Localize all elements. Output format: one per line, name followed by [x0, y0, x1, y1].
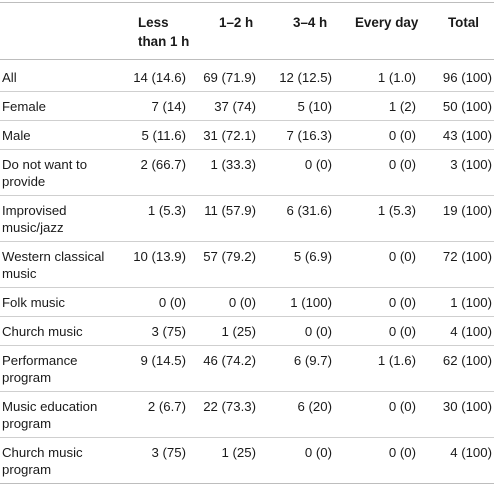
table-cell: 0 (0) — [342, 316, 422, 346]
table-cell: 1 (100) — [422, 287, 494, 317]
header-cell-3-4h: 3–4 h — [272, 2, 342, 60]
table-cell: 1 (5.3) — [128, 195, 192, 242]
table-cell: 46 (74.2) — [192, 345, 272, 392]
header-cell-every-day: Every day — [342, 2, 422, 60]
table-cell: 0 (0) — [342, 120, 422, 150]
table-cell: 9 (14.5) — [128, 345, 192, 392]
table-cell: 0 (0) — [272, 149, 342, 196]
table-cell: 7 (16.3) — [272, 120, 342, 150]
table-cell: 5 (11.6) — [128, 120, 192, 150]
table-row: Church music program 3 (75) 1 (25) 0 (0) 0 (… — [0, 437, 494, 484]
table-cell: 5 (10) — [272, 91, 342, 121]
header-cell-total: Total — [422, 2, 494, 60]
table-cell: 0 (0) — [342, 241, 422, 288]
table-cell: 37 (74) — [192, 91, 272, 121]
header-cell-empty — [0, 2, 128, 60]
table-cell: 1 (1.6) — [342, 345, 422, 392]
table-cell: 0 (0) — [272, 437, 342, 484]
table-row: Male 5 (11.6) 31 (72.1) 7 (16.3) 0 (0) 43 (10… — [0, 120, 494, 150]
table-cell: 3 (75) — [128, 437, 192, 484]
table-cell: 6 (20) — [272, 391, 342, 438]
table-header: Less than 1 h 1–2 h 3–4 h Every day Tota… — [0, 2, 494, 60]
row-label: Folk music — [0, 287, 128, 317]
table-cell: 0 (0) — [342, 149, 422, 196]
table-cell: 1 (5.3) — [342, 195, 422, 242]
table-cell: 0 (0) — [128, 287, 192, 317]
table-cell: 30 (100) — [422, 391, 494, 438]
table-cell: 10 (13.9) — [128, 241, 192, 288]
table-cell: 6 (9.7) — [272, 345, 342, 392]
table-cell: 11 (57.9) — [192, 195, 272, 242]
table-cell: 43 (100) — [422, 120, 494, 150]
table-cell: 57 (79.2) — [192, 241, 272, 288]
header-row: Less than 1 h 1–2 h 3–4 h Every day Tota… — [0, 2, 494, 60]
table-cell: 2 (66.7) — [128, 149, 192, 196]
table-cell: 1 (25) — [192, 316, 272, 346]
table-cell: 14 (14.6) — [128, 59, 192, 92]
table-cell: 50 (100) — [422, 91, 494, 121]
table-row: Do not want to provide 2 (66.7) 1 (33.3) 0 … — [0, 149, 494, 196]
table-row: Church music 3 (75) 1 (25) 0 (0) 0 (0) 4 (100… — [0, 316, 494, 346]
row-label: Improvised music/jazz — [0, 195, 128, 242]
row-label: All — [0, 59, 128, 92]
table-row: Western classical music 10 (13.9) 57 (79.2… — [0, 241, 494, 288]
table-cell: 1 (2) — [342, 91, 422, 121]
header-cell-less-than-1h: Less than 1 h — [128, 2, 192, 60]
table-cell: 96 (100) — [422, 59, 494, 92]
table-row: Music education program 2 (6.7) 22 (73.3) 6… — [0, 391, 494, 438]
table-cell: 7 (14) — [128, 91, 192, 121]
table-cell: 12 (12.5) — [272, 59, 342, 92]
table-cell: 22 (73.3) — [192, 391, 272, 438]
table-cell: 3 (75) — [128, 316, 192, 346]
row-label: Western classical music — [0, 241, 128, 288]
table-cell: 1 (1.0) — [342, 59, 422, 92]
table-cell: 62 (100) — [422, 345, 494, 392]
table-cell: 1 (25) — [192, 437, 272, 484]
table-row: Folk music 0 (0) 0 (0) 1 (100) 0 (0) 1 (100) — [0, 287, 494, 317]
table-cell: 0 (0) — [342, 287, 422, 317]
table-cell: 4 (100) — [422, 437, 494, 484]
table-cell: 0 (0) — [342, 391, 422, 438]
table-cell: 3 (100) — [422, 149, 494, 196]
table-row: Improvised music/jazz 1 (5.3) 11 (57.9) 6 (… — [0, 195, 494, 242]
table-cell: 0 (0) — [342, 437, 422, 484]
table-cell: 0 (0) — [192, 287, 272, 317]
table-cell: 5 (6.9) — [272, 241, 342, 288]
header-cell-1-2h: 1–2 h — [192, 2, 272, 60]
row-label: Do not want to provide — [0, 149, 128, 196]
row-label: Female — [0, 91, 128, 121]
table-cell: 1 (100) — [272, 287, 342, 317]
row-label: Church music — [0, 316, 128, 346]
table-cell: 6 (31.6) — [272, 195, 342, 242]
table-cell: 19 (100) — [422, 195, 494, 242]
table-cell: 4 (100) — [422, 316, 494, 346]
row-label: Music education program — [0, 391, 128, 438]
table-cell: 1 (33.3) — [192, 149, 272, 196]
table-cell: 2 (6.7) — [128, 391, 192, 438]
table-row: All 14 (14.6) 69 (71.9) 12 (12.5) 1 (1.0) 96 … — [0, 59, 494, 92]
row-label: Performance program — [0, 345, 128, 392]
table-cell: 69 (71.9) — [192, 59, 272, 92]
table-row: Female 7 (14) 37 (74) 5 (10) 1 (2) 50 (100) — [0, 91, 494, 121]
table-cell: 31 (72.1) — [192, 120, 272, 150]
table-body: All 14 (14.6) 69 (71.9) 12 (12.5) 1 (1.0) 96 … — [0, 59, 494, 484]
row-label: Male — [0, 120, 128, 150]
table-row: Performance program 9 (14.5) 46 (74.2) 6 (9… — [0, 345, 494, 392]
row-label: Church music program — [0, 437, 128, 484]
table-cell: 0 (0) — [272, 316, 342, 346]
table-cell: 72 (100) — [422, 241, 494, 288]
